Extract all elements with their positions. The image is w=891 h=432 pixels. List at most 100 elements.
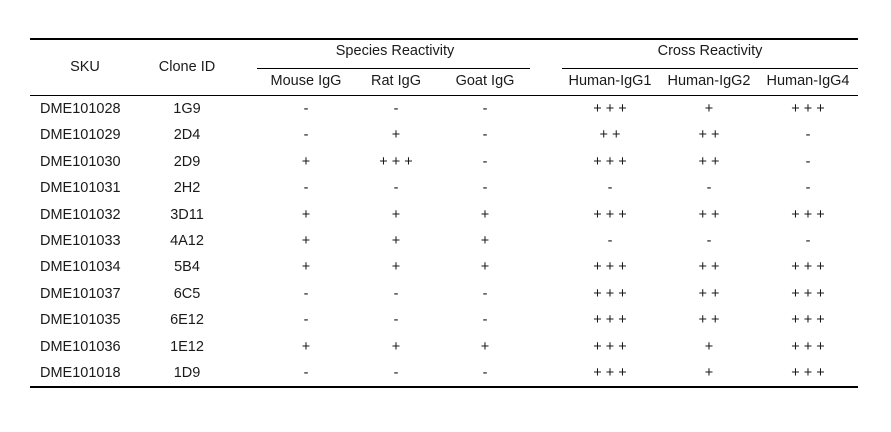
human-igg4-cell: + + +: [791, 259, 825, 276]
clone-id-cell: 3D11: [170, 206, 204, 223]
clone-id-cell: 2D4: [173, 127, 201, 144]
sku-cell: DME101035: [40, 312, 121, 329]
goat-igg-cell: +: [480, 206, 490, 223]
header-rat-igg: Rat IgG: [371, 73, 421, 89]
mouse-igg-cell: -: [303, 127, 309, 144]
header-cross-reactivity: Cross Reactivity: [657, 43, 763, 59]
goat-igg-cell: -: [482, 285, 488, 302]
sku-cell: DME101031: [40, 180, 121, 197]
human-igg1-cell: + + +: [593, 285, 627, 302]
human-igg2-cell: + +: [698, 206, 720, 223]
goat-igg-cell: -: [482, 312, 488, 329]
header-sku: SKU: [70, 59, 100, 75]
goat-igg-cell: -: [482, 365, 488, 381]
clone-id-cell: 6E12: [170, 312, 204, 329]
clone-id-cell: 1E12: [170, 338, 204, 355]
species-group-rule: [257, 68, 530, 69]
human-igg4-cell: + + +: [791, 338, 825, 355]
human-igg1-cell: + + +: [593, 153, 627, 170]
human-igg2-cell: +: [704, 101, 714, 117]
human-igg4-cell: -: [805, 233, 811, 249]
header-bottom-rule: [30, 95, 858, 96]
mouse-igg-cell: -: [303, 101, 309, 117]
sku-cell: DME101032: [40, 206, 121, 223]
sku-cell: DME101034: [40, 259, 121, 276]
goat-igg-cell: -: [482, 127, 488, 144]
goat-igg-cell: -: [482, 180, 488, 197]
human-igg4-cell: + + +: [791, 312, 825, 329]
human-igg1-cell: + + +: [593, 365, 627, 381]
mouse-igg-cell: -: [303, 285, 309, 302]
header-clone-id: Clone ID: [158, 59, 216, 75]
human-igg1-cell: + + +: [593, 101, 627, 117]
human-igg4-cell: -: [805, 153, 811, 170]
sku-cell: DME101030: [40, 153, 121, 170]
sku-cell: DME101018: [40, 365, 121, 381]
rat-igg-cell: +: [391, 338, 401, 355]
rat-igg-cell: -: [393, 312, 399, 329]
human-igg1-cell: -: [607, 180, 613, 197]
human-igg1-cell: + + +: [593, 312, 627, 329]
header-human-igg4: Human-IgG4: [766, 73, 850, 89]
sku-cell: DME101037: [40, 285, 121, 302]
human-igg4-cell: + + +: [791, 206, 825, 223]
human-igg4-cell: -: [805, 127, 811, 144]
human-igg2-cell: + +: [698, 127, 720, 144]
sku-cell: DME101033: [40, 233, 121, 249]
mouse-igg-cell: -: [303, 180, 309, 197]
clone-id-cell: 2D9: [173, 153, 201, 170]
top-rule: [30, 38, 858, 40]
rat-igg-cell: +: [391, 206, 401, 223]
human-igg4-cell: + + +: [791, 365, 825, 381]
human-igg4-cell: + + +: [791, 285, 825, 302]
clone-id-cell: 1D9: [173, 365, 201, 381]
header-mouse-igg: Mouse IgG: [270, 73, 342, 89]
mouse-igg-cell: +: [301, 259, 311, 276]
clone-id-cell: 1G9: [173, 101, 201, 117]
rat-igg-cell: -: [393, 285, 399, 302]
rat-igg-cell: +: [391, 127, 401, 144]
human-igg2-cell: + +: [698, 153, 720, 170]
human-igg2-cell: +: [704, 338, 714, 355]
goat-igg-cell: +: [480, 259, 490, 276]
human-igg2-cell: -: [706, 180, 712, 197]
mouse-igg-cell: +: [301, 338, 311, 355]
goat-igg-cell: -: [482, 153, 488, 170]
human-igg1-cell: + +: [599, 127, 621, 144]
header-species-reactivity: Species Reactivity: [335, 43, 455, 59]
goat-igg-cell: +: [480, 233, 490, 249]
rat-igg-cell: + + +: [379, 153, 413, 170]
bottom-rule: [30, 386, 858, 388]
human-igg4-cell: + + +: [791, 101, 825, 117]
human-igg2-cell: +: [704, 365, 714, 381]
header-goat-igg: Goat IgG: [455, 73, 515, 89]
mouse-igg-cell: +: [301, 206, 311, 223]
header-human-igg2: Human-IgG2: [667, 73, 751, 89]
mouse-igg-cell: +: [301, 153, 311, 170]
goat-igg-cell: +: [480, 338, 490, 355]
rat-igg-cell: -: [393, 365, 399, 381]
rat-igg-cell: +: [391, 259, 401, 276]
human-igg1-cell: + + +: [593, 259, 627, 276]
cross-group-rule: [562, 68, 858, 69]
sku-cell: DME101036: [40, 338, 121, 355]
rat-igg-cell: +: [391, 233, 401, 249]
human-igg4-cell: -: [805, 180, 811, 197]
human-igg1-cell: + + +: [593, 338, 627, 355]
human-igg2-cell: + +: [698, 312, 720, 329]
sku-cell: DME101029: [40, 127, 121, 144]
mouse-igg-cell: -: [303, 312, 309, 329]
rat-igg-cell: -: [393, 180, 399, 197]
mouse-igg-cell: -: [303, 365, 309, 381]
human-igg2-cell: -: [706, 233, 712, 249]
clone-id-cell: 4A12: [170, 233, 204, 249]
human-igg2-cell: + +: [698, 259, 720, 276]
header-human-igg1: Human-IgG1: [568, 73, 652, 89]
sku-cell: DME101028: [40, 101, 121, 117]
human-igg1-cell: -: [607, 233, 613, 249]
goat-igg-cell: -: [482, 101, 488, 117]
human-igg1-cell: + + +: [593, 206, 627, 223]
mouse-igg-cell: +: [301, 233, 311, 249]
clone-id-cell: 2H2: [173, 180, 201, 197]
rat-igg-cell: -: [393, 101, 399, 117]
